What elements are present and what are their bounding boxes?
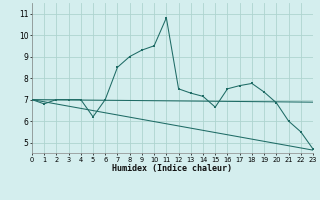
X-axis label: Humidex (Indice chaleur): Humidex (Indice chaleur) xyxy=(112,164,232,173)
